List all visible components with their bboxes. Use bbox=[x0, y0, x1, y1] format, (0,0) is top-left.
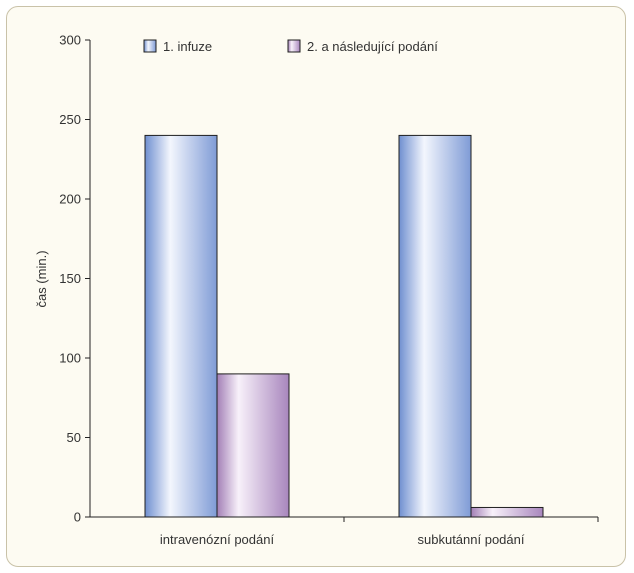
bars bbox=[144, 134, 544, 518]
axes: 0 50 100 150 200 250 300 intravenózní podání sub… bbox=[59, 33, 599, 547]
y-axis-label: čas (min.) bbox=[34, 250, 49, 307]
bar-1-2 bbox=[398, 134, 472, 518]
chart-frame bbox=[6, 6, 626, 567]
legend-label-2: 2. a následující podání bbox=[307, 39, 438, 54]
y-tick-label: 250 bbox=[59, 112, 81, 127]
x-tick-label: subkutánní podání bbox=[418, 532, 525, 547]
y-tick-label: 0 bbox=[74, 510, 81, 525]
legend-swatch-2 bbox=[287, 39, 301, 53]
bar-2-1 bbox=[216, 373, 290, 518]
y-tick-label: 50 bbox=[67, 430, 81, 445]
x-tick-label: intravenózní podání bbox=[160, 532, 275, 547]
legend: 1. infuze 2. a následující podání bbox=[143, 39, 438, 54]
bar-2-2 bbox=[470, 506, 544, 518]
bar-1-1 bbox=[144, 134, 218, 518]
y-tick-label: 300 bbox=[59, 33, 81, 48]
y-tick-label: 150 bbox=[59, 271, 81, 286]
legend-swatch-1 bbox=[143, 39, 157, 53]
y-tick-label: 200 bbox=[59, 192, 81, 207]
legend-label-1: 1. infuze bbox=[163, 39, 212, 54]
y-tick-label: 100 bbox=[59, 351, 81, 366]
